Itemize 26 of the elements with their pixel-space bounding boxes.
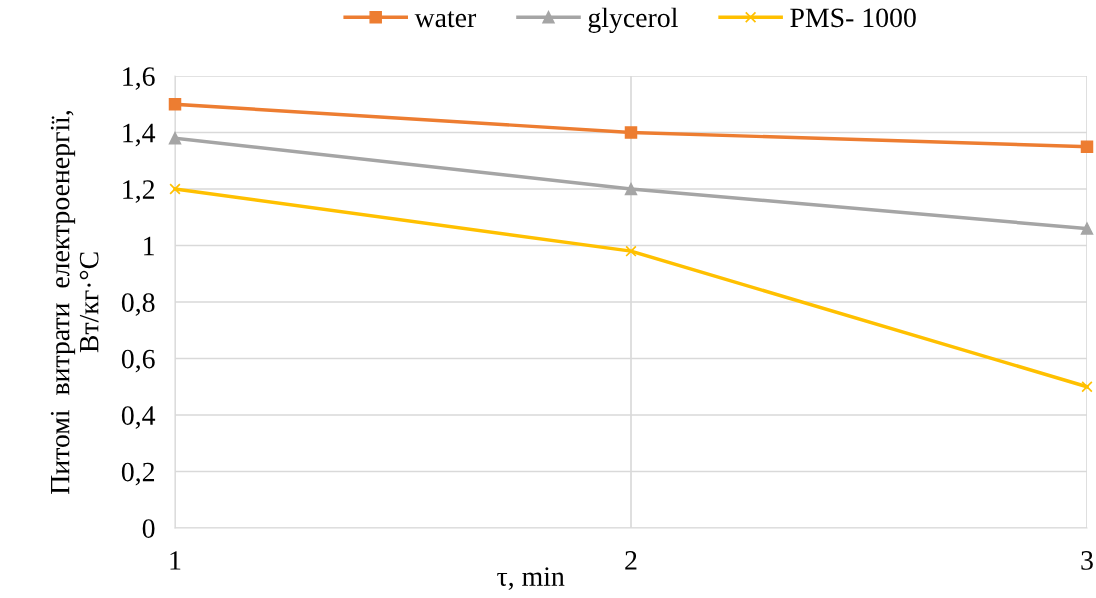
y-tick-label: 0,2 [121, 462, 155, 486]
y-tick-label: 0,6 [121, 349, 155, 373]
y-tick-label: 0,4 [121, 406, 156, 429]
y-tick-label: 0,8 [121, 293, 155, 316]
point [168, 97, 182, 111]
point [1080, 222, 1094, 235]
y-axis-title: Питомі витрати електроенергії, Вт/кг·°С [50, 111, 99, 494]
y-tick-label: 1,4 [123, 123, 156, 147]
y-tick-label: 1,2 [123, 180, 155, 203]
x-tick-label: 3 [1081, 551, 1093, 570]
point [625, 245, 637, 257]
point [169, 183, 181, 195]
y-tick-label: 1 [144, 236, 154, 256]
x-tick-label: 1 [170, 551, 181, 570]
point [624, 182, 638, 196]
x-tick-label: 2 [625, 551, 637, 570]
x-axis-title: τ, min [497, 567, 565, 590]
point [1081, 381, 1093, 393]
legend-label: glycerol [588, 7, 678, 33]
y-tick-label: 0 [142, 519, 155, 538]
legend-label: PMS- 1000 [790, 8, 916, 28]
point [168, 131, 182, 145]
legend-label: water [414, 11, 477, 28]
y-tick-label: 1,6 [123, 67, 155, 90]
point [624, 126, 638, 139]
point [1080, 140, 1094, 153]
